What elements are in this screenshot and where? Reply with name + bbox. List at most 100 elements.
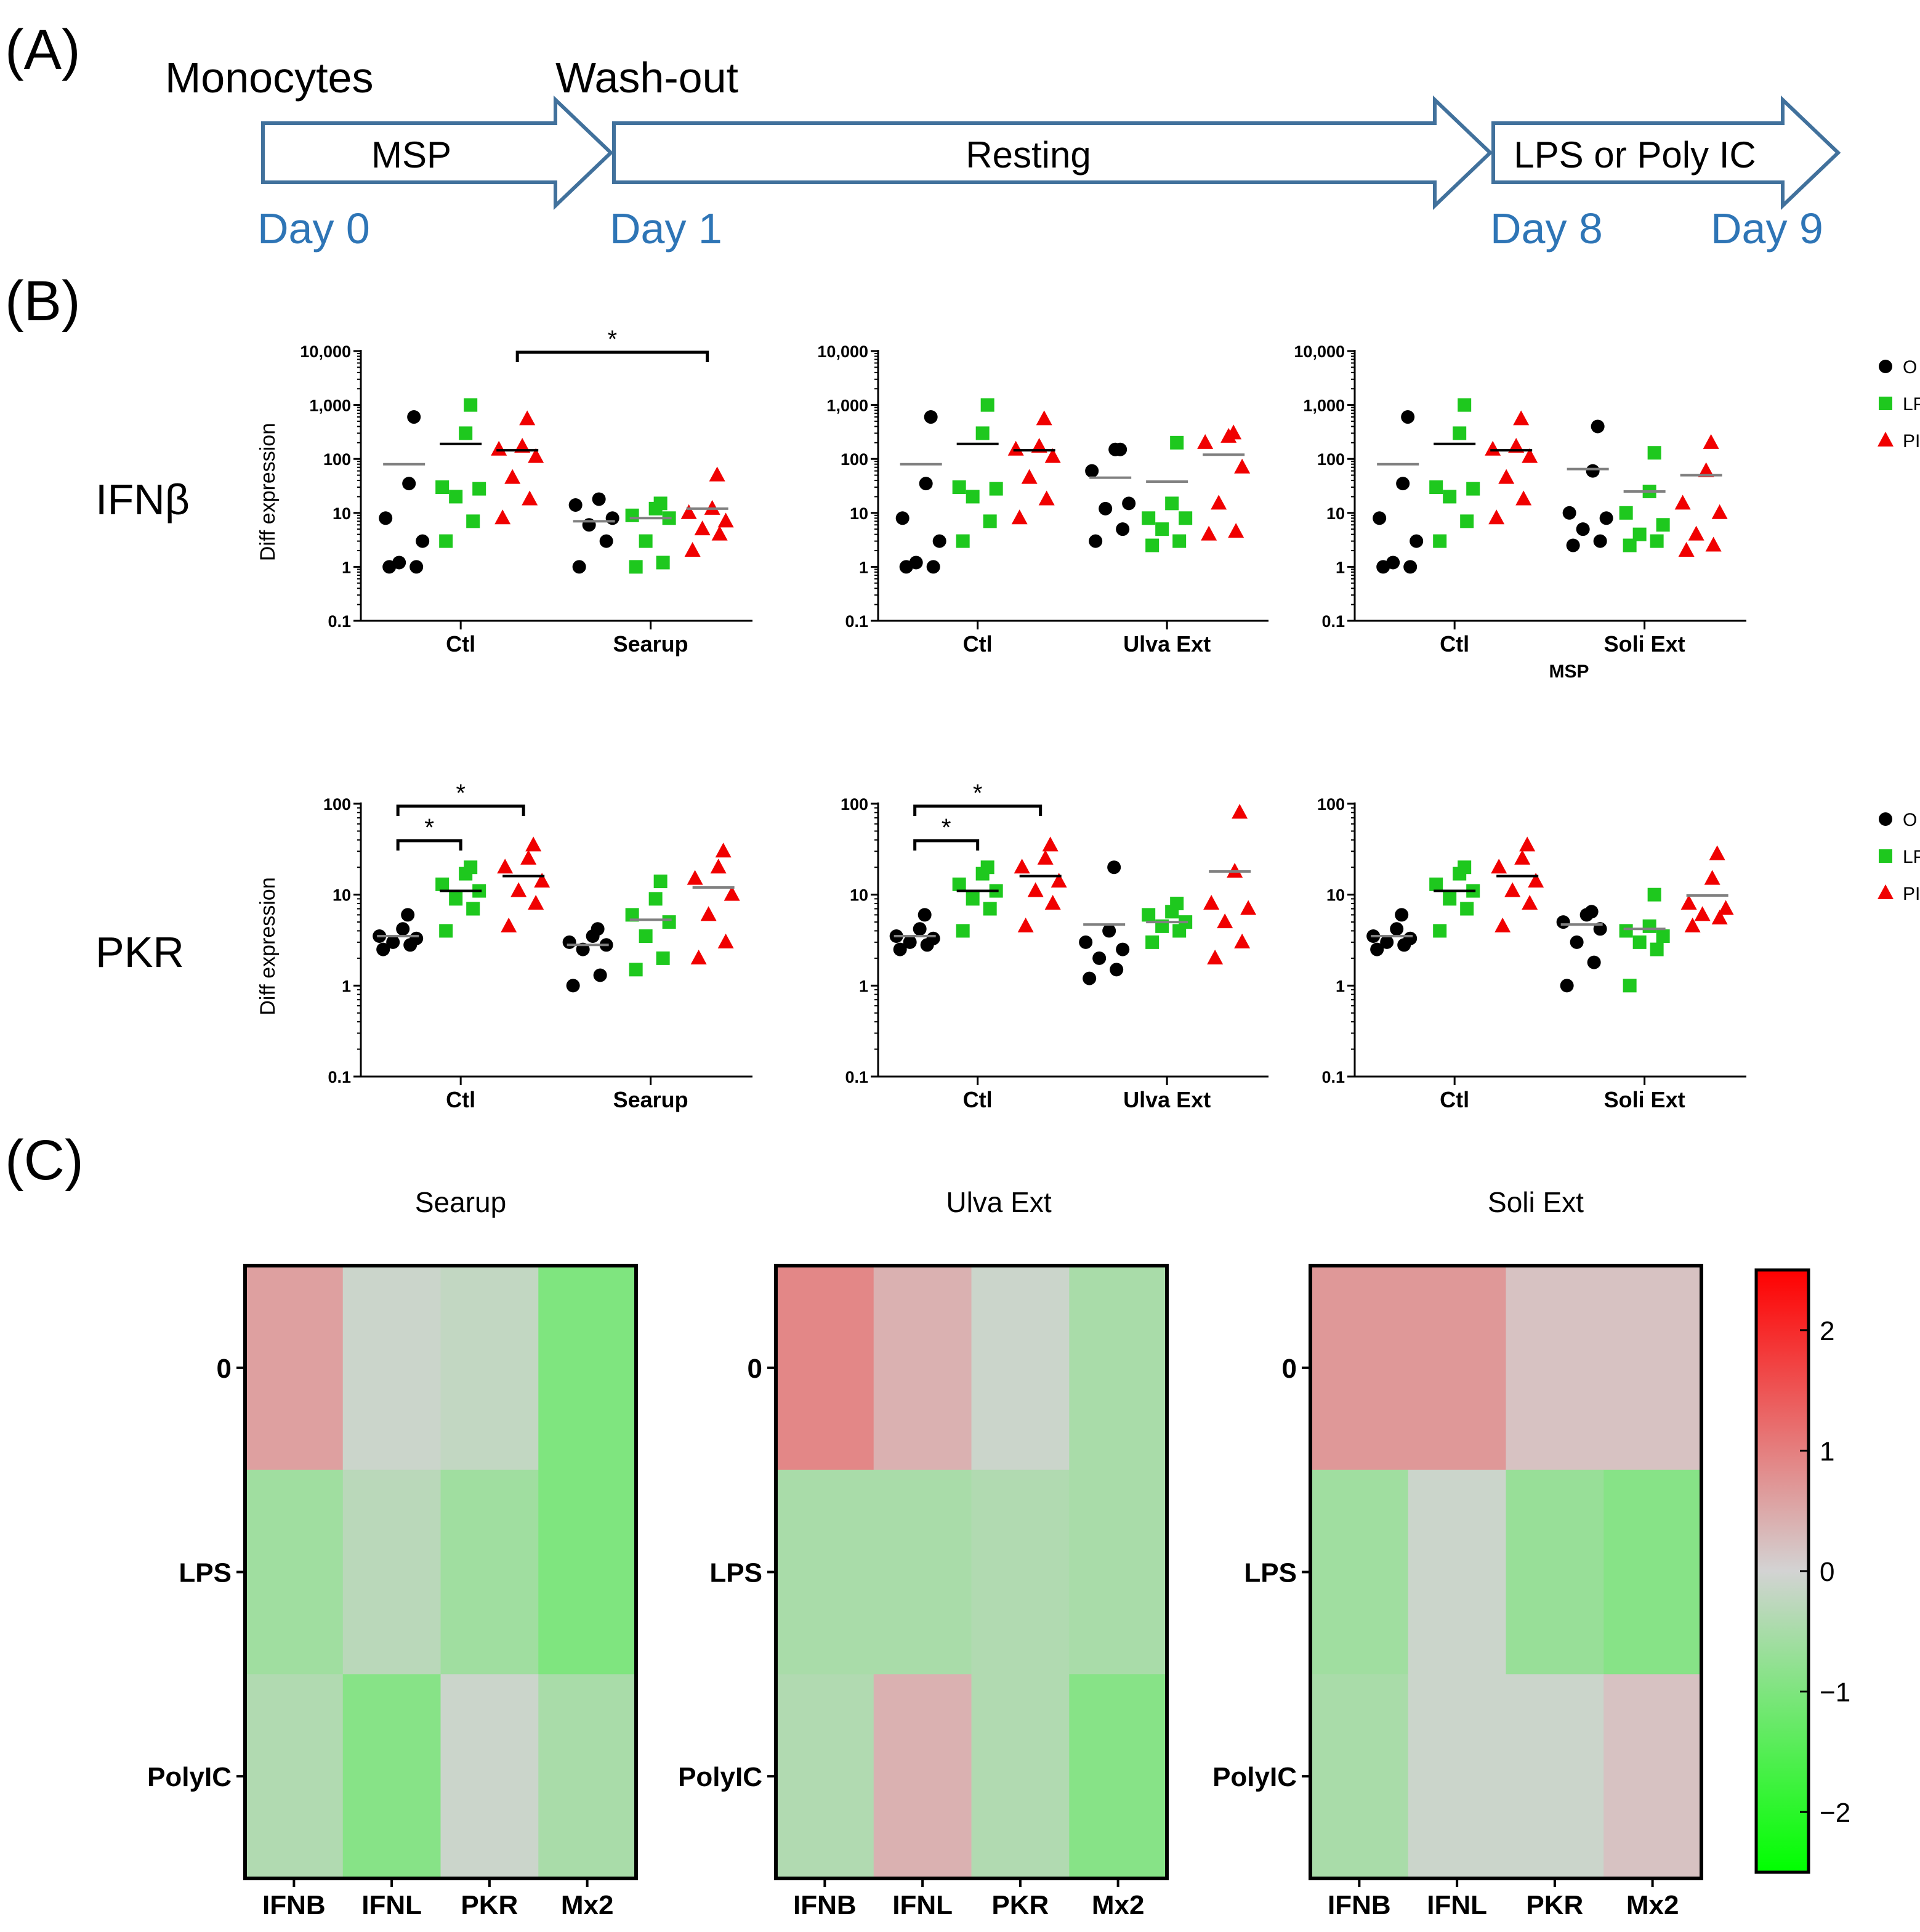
- data-point-pic: [1504, 882, 1521, 897]
- data-point-pic: [684, 542, 701, 557]
- data-point-lps: [439, 534, 453, 548]
- heatmap-col-label: IFNB: [793, 1890, 857, 1920]
- data-point-pic: [1528, 873, 1544, 888]
- data-point-lps: [1656, 518, 1670, 532]
- data-point-pic: [1211, 495, 1227, 510]
- data-point-lps: [625, 508, 639, 522]
- data-point-pic: [528, 448, 544, 463]
- data-point-pic: [1680, 894, 1697, 910]
- data-point-pic: [525, 836, 542, 852]
- data-point-o: [1102, 924, 1116, 938]
- y-tick-label: 1: [342, 558, 351, 576]
- data-point-o: [568, 498, 583, 512]
- data-point-pic: [1485, 440, 1501, 456]
- data-point-o: [409, 560, 424, 574]
- legend-label: O: [1903, 357, 1917, 378]
- significance-star: *: [456, 780, 466, 807]
- heatmap-row-label: LPS: [1244, 1558, 1297, 1588]
- y-axis-label: Diff expression: [256, 423, 280, 561]
- data-point-lps: [472, 482, 486, 496]
- data-point-o: [1403, 931, 1418, 945]
- significance-bracket: [913, 804, 1043, 816]
- heatmap-cell: [440, 1266, 539, 1471]
- data-point-lps: [653, 875, 668, 889]
- y-tick-label: 10,000: [817, 342, 868, 361]
- data-point-lps: [1170, 896, 1184, 910]
- x-tick-label: Ctl: [963, 631, 993, 657]
- data-point-o: [1107, 860, 1121, 875]
- data-point-o: [386, 935, 400, 949]
- data-point-o: [1410, 534, 1424, 548]
- y-tick-label: 10: [850, 504, 868, 523]
- y-axis-label: Diff expression: [256, 877, 280, 1015]
- data-point-pic: [1197, 434, 1214, 449]
- data-point-o: [1562, 506, 1576, 520]
- y-tick-label: 1: [1336, 977, 1345, 995]
- heatmap-col-label: IFNL: [892, 1890, 953, 1920]
- heatmap-row-label: LPS: [179, 1558, 232, 1588]
- data-point-o: [605, 511, 619, 525]
- day-label: Day 1: [610, 204, 722, 253]
- heatmap-cell: [873, 1674, 972, 1879]
- panel-label: (B): [5, 270, 81, 333]
- data-point-pic: [1522, 894, 1538, 910]
- data-point-pic: [520, 849, 537, 865]
- data-point-o: [903, 935, 917, 949]
- heatmap-cell: [1506, 1266, 1604, 1471]
- heatmap-row-label: 0: [217, 1354, 232, 1384]
- heatmap-col-label: Mx2: [1092, 1890, 1145, 1920]
- heatmap-cell: [538, 1674, 637, 1879]
- data-point-pic: [1203, 894, 1220, 910]
- data-point-lps: [1443, 892, 1457, 906]
- x-tick-label: Soli Ext: [1604, 1087, 1685, 1112]
- data-point-lps: [464, 860, 478, 875]
- x-tick-label: Searup: [613, 631, 688, 657]
- data-point-o: [1879, 812, 1892, 826]
- data-point-pic: [1038, 490, 1055, 506]
- data-point-lps: [1453, 426, 1467, 440]
- colorbar-tick-label: 2: [1820, 1316, 1834, 1346]
- data-point-o: [1401, 410, 1415, 424]
- heatmap-cell: [1506, 1469, 1604, 1675]
- colorbar: [1754, 1268, 1810, 1874]
- data-point-pic: [1007, 440, 1024, 456]
- data-point-pic: [1021, 469, 1038, 484]
- data-point-lps: [639, 929, 653, 943]
- msp-label: MSP: [1549, 661, 1589, 682]
- data-point-o: [1556, 915, 1570, 929]
- significance-star: *: [424, 814, 434, 841]
- day-label: Day 9: [1711, 204, 1823, 253]
- data-point-o: [1396, 477, 1410, 491]
- data-point-pic: [491, 440, 507, 456]
- data-point-o: [591, 922, 605, 936]
- data-point-pic: [1711, 504, 1728, 519]
- heatmap-cell: [971, 1469, 1070, 1675]
- heatmap-title: Ulva Ext: [946, 1186, 1051, 1218]
- heatmap-cell: [440, 1674, 539, 1879]
- heatmap-cell: [245, 1266, 344, 1471]
- heatmap-cell: [1069, 1266, 1168, 1471]
- x-tick-label: Ctl: [446, 631, 475, 657]
- data-point-o: [572, 560, 586, 574]
- data-point-lps: [1458, 398, 1472, 412]
- data-point-pic: [1011, 509, 1028, 525]
- y-tick-label: 0.1: [1321, 1068, 1345, 1086]
- data-point-pic: [1488, 509, 1505, 525]
- data-point-pic: [1027, 882, 1044, 897]
- heatmap-cell: [971, 1266, 1070, 1471]
- x-tick-label: Ctl: [963, 1087, 993, 1112]
- y-tick-label: 10: [850, 886, 868, 905]
- data-point-pic: [1017, 917, 1034, 932]
- data-point-pic: [1522, 448, 1538, 463]
- data-point-o: [1370, 942, 1384, 956]
- y-tick-label: 1: [342, 977, 351, 995]
- data-point-o: [392, 556, 406, 570]
- data-point-lps: [1443, 490, 1457, 504]
- data-point-pic: [1234, 933, 1251, 948]
- data-point-lps: [648, 892, 663, 906]
- data-point-lps: [1623, 979, 1637, 993]
- y-tick-label: 1: [1336, 558, 1345, 576]
- data-point-pic: [1240, 900, 1257, 915]
- data-point-pic: [680, 504, 697, 519]
- data-point-lps: [1632, 527, 1647, 541]
